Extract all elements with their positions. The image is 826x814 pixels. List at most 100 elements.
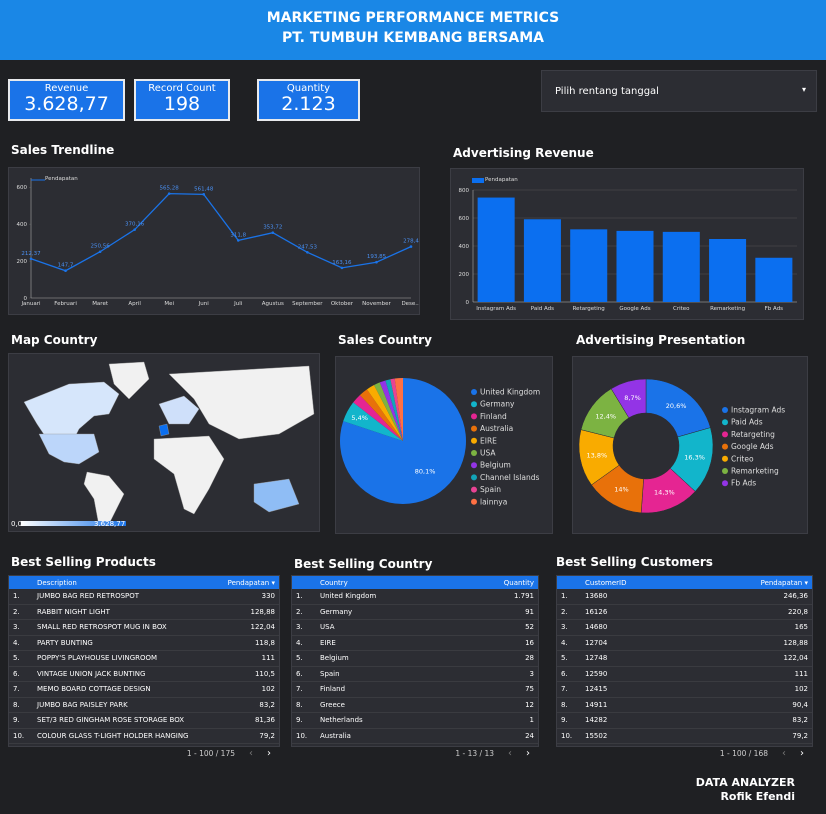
bar [477,197,515,302]
legend-label: Instagram Ads [731,406,785,415]
table-cell: 110,5 [215,666,279,682]
table-cell: 4. [557,635,581,651]
table-cell: 5. [292,650,316,667]
table-row: 5. Belgium 28 [292,650,538,667]
table-cell: 1. [292,589,316,605]
data-label: 193,85 [367,254,387,260]
next-page[interactable]: › [526,748,530,759]
table-cell: 12415 [581,681,690,698]
sort-icon: ▾ [802,578,808,587]
next-page[interactable]: › [267,748,271,759]
kpi-label: Record Count [148,83,216,94]
point [306,251,309,254]
x-tick-label: September [292,301,323,307]
line-chart: 0 200 400 600 Pendapatan Januari Februari Maret… [8,167,420,315]
table-cell: USA [316,619,456,636]
x-tick-label: Remarketing [710,306,745,312]
data-label: 370,16 [125,222,145,228]
title: MARKETING PERFORMANCE METRICS [266,10,560,26]
dropdown-arrow: ▾ [801,85,806,94]
table-cell: 1. [557,589,581,605]
table-cell: SMALL RED RETROSPOT MUG IN BOX [33,619,216,636]
pie-chart: 80,1% United Kingdom 5,4% Germany Finland Aus… [335,356,553,534]
table-cell: 10. [292,728,316,744]
kpi: Record Count 198 [134,79,230,121]
y-tick-label: 600 [459,216,470,222]
table-cell: 7. [292,681,316,698]
table-row: 10. Australia 24 [292,728,538,744]
next-page[interactable]: › [800,748,804,759]
header-cell [9,576,33,589]
data-label: 20,6% [666,402,687,410]
legend-label: Pendapatan [485,177,518,183]
legend-swatch [471,389,477,395]
table-cell: 52 [455,619,538,636]
data-table: Description Pendapatan ▾ 1. JUMBO BAG RED R… [9,576,279,744]
slice [374,382,403,441]
legend-swatch [722,419,728,426]
table-cell: JUMBO BAG RED RETROSPOT [33,589,216,605]
y-tick-label: 0 [24,296,28,302]
table-header: Country Quantity [292,576,538,589]
x-tick-label: Januari [20,301,41,307]
date-picker[interactable]: Pilih rentang tanggal ▾ [541,70,817,112]
table-cell: Finland [316,681,456,698]
table-cell: 14680 [581,619,690,636]
section-title: Best Selling Country [294,557,433,571]
x-tick-label: Februari [54,301,77,307]
table-row: 9. 14282 83,2 [557,712,812,729]
header-row: Description Pendapatan ▾ [9,576,279,589]
table-cell: Greece [316,697,456,713]
countries [23,361,315,527]
legend-swatch [471,474,477,481]
table-cell: 13680 [581,589,690,605]
legend-label: Retargeting [731,430,775,439]
prev-page[interactable]: ‹ [782,748,786,759]
table-cell: 128,88 [215,604,279,620]
header: MARKETING PERFORMANCE METRICS PT. TUMBUH… [0,0,826,60]
legend-label: Australia [480,424,513,433]
legend-label: lainnya [480,497,507,506]
table-row: 7. 12415 102 [557,681,812,698]
prev-page[interactable]: ‹ [508,748,512,759]
table-cell: 4. [9,635,33,651]
slice [359,389,403,441]
table-cell: 16 [455,635,538,651]
prev-page[interactable]: ‹ [249,748,253,759]
x-tick-label: Paid Ads [531,306,554,312]
table-cell: 14911 [581,697,690,713]
section-title: Advertising Revenue [453,146,594,160]
header-cell [292,576,316,589]
data-label: 311,8 [230,232,246,238]
table-cell: 10. [9,728,33,744]
header-cell: Quantity [455,576,538,589]
data-label: 13,8% [587,451,608,459]
bar [570,229,608,302]
table-row: 9. SET/3 RED GINGHAM ROSE STORAGE BOX 81,3… [9,712,279,729]
legend-swatch [722,455,728,462]
footer-line: DATA ANALYZER [695,776,795,789]
legend-label: Belgium [480,461,511,470]
slice [353,395,403,441]
table-cell: 12704 [581,635,690,651]
table-cell: 75 [455,681,538,698]
data-label: 250,56 [90,244,110,250]
point [409,245,413,248]
table-cell: 9. [292,712,316,729]
x-tick-label: Criteo [673,306,690,312]
table-cell: 9. [9,712,33,729]
table-row: 3. USA 52 [292,619,538,636]
y-tick-label: 400 [459,244,470,250]
table-row: 1. JUMBO BAG RED RETROSPOT 330 [9,589,279,605]
legend-swatch [471,462,477,469]
data-label: 5,4% [351,414,368,422]
legend-swatch [722,480,728,487]
kpi: Revenue 3.628,77 [8,79,125,121]
legend-label: EIRE [480,436,497,445]
table-row: 2. Germany 91 [292,604,538,620]
table-cell: 15502 [581,728,690,744]
x-tick-label: November [362,301,391,307]
table-cell: 28 [455,650,538,667]
donut-chart: 20,6% Instagram Ads 16,3% Paid Ads 14,3% Reta… [572,356,808,534]
table-cell: 9. [557,712,581,729]
